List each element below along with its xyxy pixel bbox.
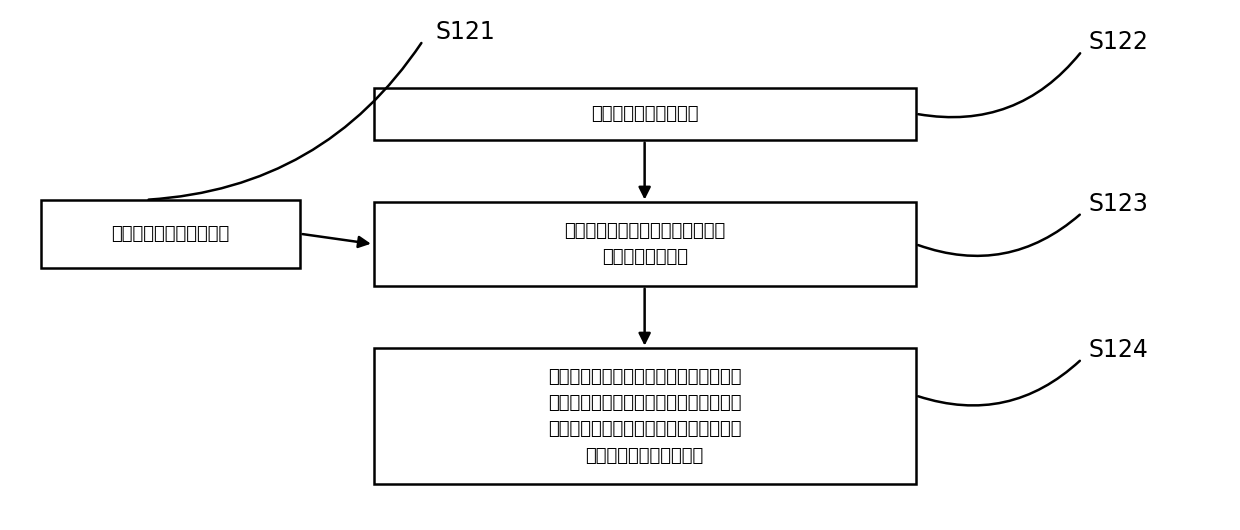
FancyBboxPatch shape xyxy=(373,87,915,140)
Text: S122: S122 xyxy=(1087,30,1148,54)
Text: S124: S124 xyxy=(1087,338,1148,362)
FancyArrowPatch shape xyxy=(918,215,1080,256)
Text: 根据补偿后的预设参数和投影画面的标定
信息获取梯形校正参数，并根据梯形校正
参数完成自动梯形校正，在投影显示面上
投影出校正后的矩形图像: 根据补偿后的预设参数和投影画面的标定 信息获取梯形校正参数，并根据梯形校正 参数… xyxy=(548,368,742,465)
FancyBboxPatch shape xyxy=(373,348,915,484)
FancyBboxPatch shape xyxy=(373,202,915,286)
Text: 根据投影镜头的温度对投影单元的
预设参数进行补偿: 根据投影镜头的温度对投影单元的 预设参数进行补偿 xyxy=(564,222,725,267)
FancyBboxPatch shape xyxy=(41,200,300,268)
Text: S121: S121 xyxy=(435,20,495,44)
Text: 实时获取投影镜头的温度: 实时获取投影镜头的温度 xyxy=(112,225,229,243)
Text: 触发投影机的梯形校正: 触发投影机的梯形校正 xyxy=(591,105,698,123)
FancyArrowPatch shape xyxy=(919,54,1080,117)
FancyArrowPatch shape xyxy=(149,43,422,200)
Text: S123: S123 xyxy=(1087,192,1148,216)
FancyArrowPatch shape xyxy=(919,361,1080,405)
